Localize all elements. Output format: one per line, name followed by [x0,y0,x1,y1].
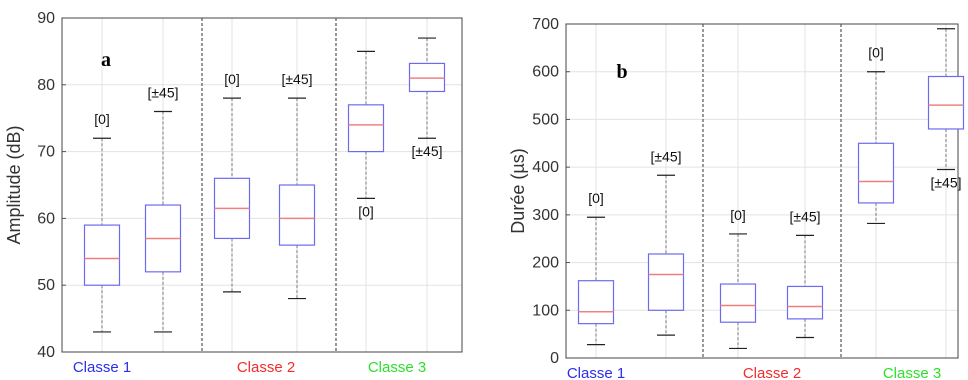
x-group-label: Classe 2 [743,365,801,380]
box-6: [±45] [408,37,446,159]
box-1: [0] [83,111,121,333]
box-annotation: [0] [868,45,884,61]
x-group-label: Classe 3 [883,365,941,380]
y-tick-label: 700 [532,16,559,33]
iqr-box [857,142,895,204]
y-tick-label: 0 [550,350,559,367]
x-group-label: Classe 3 [368,359,426,376]
x-group-label: Classe 1 [567,365,625,380]
iqr-box [83,224,121,286]
y-tick-label: 200 [532,255,559,272]
box-2: [±45] [647,148,685,336]
y-tick-label: 400 [532,159,559,176]
x-group-label: Classe 2 [237,359,295,376]
iqr-box [647,253,685,311]
box-1: [0] [577,190,615,346]
box-annotation: [±45] [147,85,178,101]
y-tick-label: 300 [532,207,559,224]
box-annotation: [±45] [281,71,312,87]
plot-frame [565,23,959,359]
y-tick-label: 90 [37,10,55,27]
iqr-box [786,285,824,320]
y-tick-label: 100 [532,302,559,319]
box-annotation: [±45] [930,175,961,191]
y-tick-label: 80 [37,77,55,94]
box-5: [0] [347,50,385,219]
box-annotation: [0] [358,203,374,219]
box-3: [0] [719,207,757,350]
plot-frame [61,17,463,353]
y-tick-label: 600 [532,64,559,81]
y-tick-label: 70 [37,144,55,161]
box-6: [±45] [927,28,965,191]
iqr-box [347,104,385,153]
chart-panel-b: 0 100 200 300 400 500 600 700 Durée (µs) b [0] [±45… [508,16,965,380]
box-annotation: [±45] [789,208,820,224]
box-annotation: [0] [224,71,240,87]
panel-letter: a [101,49,111,71]
y-axis-label: Durée (µs) [508,148,528,233]
box-annotation: [0] [588,190,604,206]
y-tick-label: 40 [37,344,55,361]
box-3: [0] [213,71,251,293]
box-5: [0] [857,45,895,225]
box-4: [±45] [278,71,316,300]
y-axis-label: Amplitude (dB) [4,125,24,244]
iqr-box [577,280,615,325]
y-tick-label: 50 [37,277,55,294]
box-annotation: [0] [94,111,110,127]
box-annotation: [±45] [411,143,442,159]
box-2: [±45] [144,85,182,333]
x-group-label: Classe 1 [73,359,131,376]
panel-letter: b [616,61,627,83]
y-tick-label: 60 [37,210,55,227]
iqr-box [719,283,757,323]
box-annotation: [0] [730,207,746,223]
box-4: [±45] [786,208,824,339]
iqr-box [927,75,965,130]
box-annotation: [±45] [650,148,681,164]
y-tick-label: 500 [532,111,559,128]
iqr-box [278,184,316,246]
chart-panel-a: 40 50 60 70 80 90 Amplitude (dB) a [0] [±45] [0] [±… [4,10,463,376]
